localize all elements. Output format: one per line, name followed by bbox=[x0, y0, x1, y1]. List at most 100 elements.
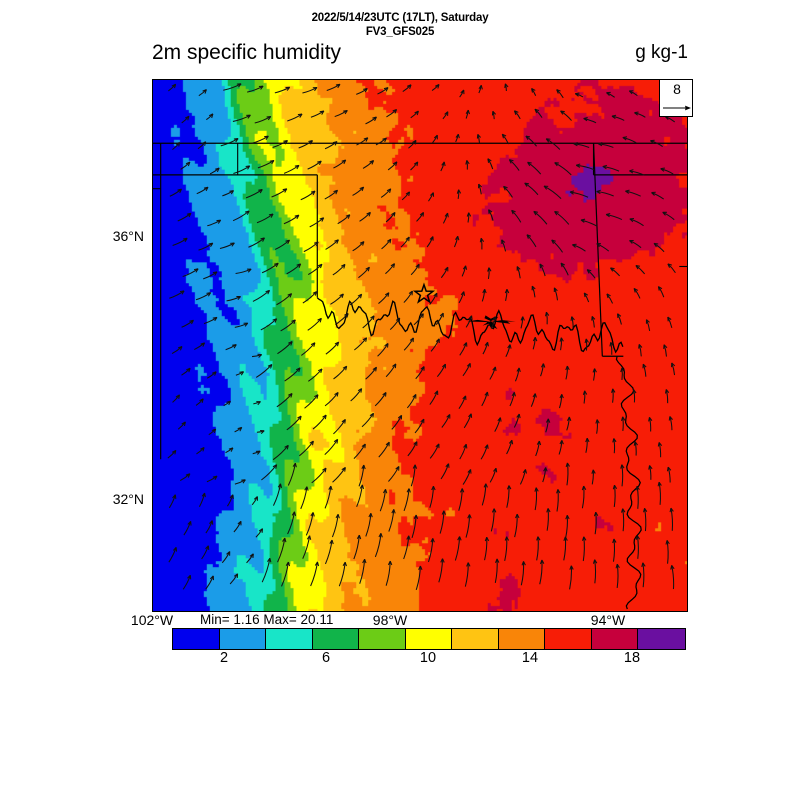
wind-vector-head bbox=[463, 443, 468, 449]
wind-vector-head bbox=[543, 185, 549, 190]
wind-vector bbox=[338, 562, 346, 587]
wind-vector-head bbox=[444, 266, 449, 272]
wind-vector bbox=[611, 115, 625, 121]
wind-vector-head bbox=[501, 239, 506, 245]
wind-vector bbox=[325, 239, 339, 250]
colorbar-tick-label: 18 bbox=[623, 650, 641, 666]
wind-vector-head bbox=[288, 393, 293, 398]
wind-vector-head bbox=[239, 371, 245, 376]
wind-vector-head bbox=[484, 536, 490, 542]
wind-vector-head bbox=[202, 89, 207, 94]
wind-vector-head bbox=[513, 110, 519, 115]
wind-vector-head bbox=[294, 214, 300, 220]
wind-vector-head bbox=[540, 363, 546, 368]
wind-vector-head bbox=[334, 391, 339, 397]
wind-vector-head bbox=[666, 466, 672, 472]
wind-vector-head bbox=[482, 288, 487, 294]
wind-vector bbox=[581, 486, 585, 509]
reservoir-polygon bbox=[467, 315, 516, 329]
wind-vector-head bbox=[501, 133, 507, 139]
wind-vector bbox=[352, 241, 365, 252]
wind-vector-head bbox=[572, 243, 577, 248]
wind-vector-head bbox=[405, 236, 410, 242]
wind-vector-head bbox=[612, 438, 617, 443]
wind-vector bbox=[324, 539, 333, 565]
wind-vector-head bbox=[382, 137, 387, 143]
colorbar-tick-label: 2 bbox=[219, 650, 229, 666]
wind-vector bbox=[168, 494, 176, 509]
wind-vector bbox=[287, 113, 303, 122]
wind-vector bbox=[248, 237, 265, 248]
wind-vector bbox=[182, 575, 191, 590]
wind-vector bbox=[272, 483, 282, 506]
wind-vector-head bbox=[580, 218, 586, 223]
wind-vector bbox=[403, 337, 414, 351]
wind-vector-head bbox=[185, 473, 191, 478]
colorbar[interactable] bbox=[172, 628, 686, 650]
wind-vector-head bbox=[212, 316, 218, 322]
wind-vector-head bbox=[545, 138, 551, 143]
wind-vector-head bbox=[609, 342, 614, 347]
wind-vector-head bbox=[441, 161, 446, 167]
page-title: 2m specific humidity bbox=[152, 41, 342, 64]
wind-vector bbox=[410, 464, 416, 487]
wind-vector bbox=[277, 537, 286, 563]
wind-vector bbox=[576, 164, 594, 171]
wind-vector-head bbox=[314, 394, 319, 399]
wind-vector-head bbox=[384, 292, 390, 297]
wind-vector-head bbox=[466, 562, 471, 567]
map-plot-area[interactable] bbox=[152, 79, 688, 612]
wind-vector-head bbox=[344, 313, 349, 318]
wind-vector-head bbox=[366, 211, 371, 217]
wind-vector-head bbox=[507, 344, 512, 349]
wind-vector-head bbox=[545, 311, 550, 317]
wind-vector-head bbox=[440, 558, 445, 563]
wind-vector-head bbox=[255, 450, 261, 455]
wind-vector-head bbox=[516, 413, 521, 419]
wind-vector bbox=[300, 486, 308, 510]
wind-vector bbox=[287, 463, 296, 486]
wind-vector bbox=[463, 413, 472, 429]
wind-vector-head bbox=[532, 393, 537, 398]
wind-vector-head bbox=[256, 401, 261, 406]
wind-vector-head bbox=[306, 535, 312, 540]
wind-vector bbox=[429, 443, 440, 459]
wind-vector bbox=[378, 292, 390, 304]
wind-vector-head bbox=[384, 342, 389, 348]
wind-vector-head bbox=[406, 84, 412, 89]
wind-vector-head bbox=[429, 192, 435, 197]
wind-vector-head bbox=[359, 484, 365, 490]
latitude-tick-label: 36°N bbox=[112, 228, 144, 244]
wind-vector-head bbox=[179, 290, 185, 295]
wind-vector bbox=[429, 292, 438, 305]
humidity-heatmap-layer bbox=[153, 80, 687, 611]
wind-vector bbox=[311, 467, 327, 484]
colorbar-segment bbox=[266, 629, 313, 649]
wind-vector-head bbox=[611, 114, 617, 119]
wind-vector-head bbox=[460, 89, 465, 95]
wind-vector-head bbox=[418, 565, 423, 571]
wind-vector-head bbox=[522, 469, 528, 474]
wind-vector bbox=[554, 211, 570, 225]
wind-vector-head bbox=[383, 87, 389, 92]
wind-vector bbox=[389, 317, 401, 331]
wind-vector-head bbox=[186, 367, 191, 373]
longitude-tick-label: 94°W bbox=[590, 612, 626, 628]
wind-vector bbox=[303, 241, 319, 253]
wind-vector bbox=[245, 189, 263, 199]
wind-vector-head bbox=[431, 485, 436, 491]
wind-vector bbox=[223, 83, 242, 91]
wind-vector-head bbox=[378, 533, 383, 538]
wind-vector-head bbox=[585, 437, 590, 443]
wind-vector bbox=[385, 212, 396, 223]
wind-vector-head bbox=[406, 488, 411, 493]
wind-vector bbox=[385, 363, 397, 378]
wind-vector-head bbox=[560, 262, 565, 268]
wind-vector-head bbox=[265, 289, 271, 295]
wind-vector bbox=[172, 237, 188, 246]
wind-vector-head bbox=[524, 182, 529, 187]
wind-vector-head bbox=[362, 558, 367, 564]
wind-vector bbox=[302, 87, 318, 94]
wind-vector-head bbox=[583, 117, 588, 122]
wind-vector-head bbox=[669, 507, 674, 513]
